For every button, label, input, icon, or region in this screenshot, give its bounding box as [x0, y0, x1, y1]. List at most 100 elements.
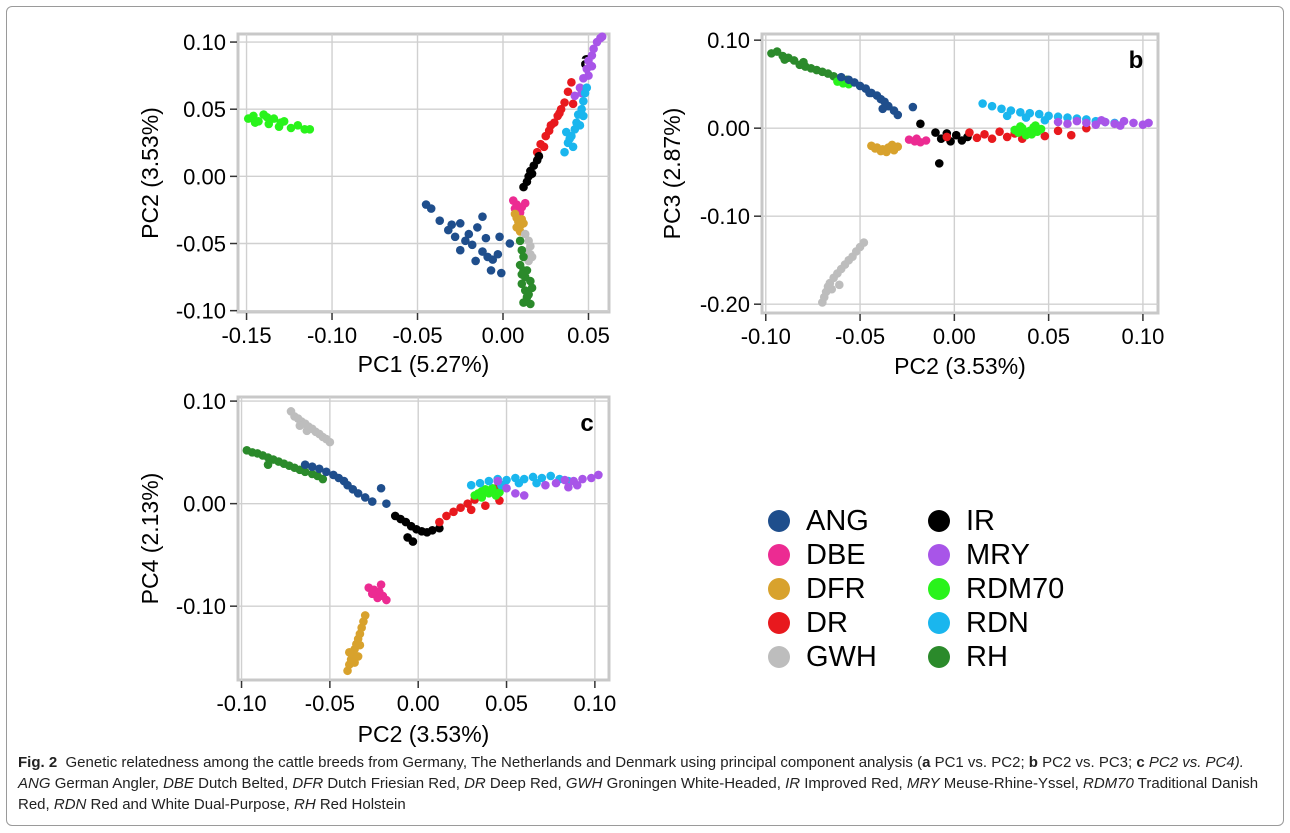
x-tick-label: 0.00: [397, 691, 440, 716]
data-point: [1053, 126, 1063, 136]
plot-area: [236, 32, 611, 314]
data-point: [1063, 113, 1072, 122]
legend-label-dfr: DFR: [806, 573, 866, 605]
data-point: [305, 125, 315, 134]
data-point: [449, 507, 458, 517]
data-point: [575, 121, 585, 130]
data-point: [579, 96, 588, 106]
data-point: [360, 611, 370, 620]
data-point: [477, 493, 487, 502]
data-point: [560, 147, 569, 157]
data-point: [466, 505, 476, 515]
legend-dot-mry: [928, 544, 950, 566]
data-point: [587, 51, 597, 60]
panel-letter: c: [580, 410, 593, 437]
data-point: [537, 473, 547, 483]
caption-abbr-name: Deep Red,: [489, 775, 562, 792]
legend-label-dr: DR: [806, 607, 848, 639]
series-gwh: [286, 407, 335, 447]
caption-abbr-code: DFR: [292, 775, 324, 792]
data-point: [526, 276, 535, 286]
data-point: [249, 111, 258, 121]
data-point: [587, 473, 596, 483]
data-point: [870, 144, 880, 153]
data-point: [519, 491, 529, 500]
caption-abbr-name: German Angler,: [54, 775, 159, 792]
data-point: [519, 219, 528, 228]
data-point: [912, 134, 921, 144]
caption-abbr-code: GWH: [565, 775, 603, 792]
data-point: [887, 140, 897, 150]
legend-dot-ir: [928, 510, 950, 532]
y-tick-label: -0.20: [700, 292, 750, 317]
data-point: [572, 480, 582, 490]
x-tick-label: -0.10: [741, 324, 791, 349]
y-axis-label: PC3 (2.87%): [659, 108, 685, 240]
data-point: [1040, 115, 1050, 125]
caption-abbr-code: DBE: [163, 775, 194, 792]
data-point: [408, 537, 418, 546]
data-point: [878, 104, 887, 114]
y-tick-label: 0.00: [183, 492, 226, 517]
series-rdm70: [470, 483, 504, 502]
data-point: [461, 236, 470, 246]
caption-text-a: PC1 vs. PC2;: [930, 754, 1029, 771]
legend-label-dbe: DBE: [806, 539, 866, 571]
legend-dot-rh: [928, 646, 950, 668]
data-point: [495, 488, 504, 497]
panel-letter: b: [1129, 47, 1144, 74]
data-point: [276, 118, 286, 127]
x-tick-label: 0.00: [482, 323, 525, 348]
x-tick-label: 0.10: [573, 691, 616, 716]
data-point: [594, 470, 603, 480]
data-point: [560, 98, 569, 107]
series-rh: [515, 236, 537, 309]
data-point: [1115, 121, 1125, 130]
plot-area: [236, 395, 611, 682]
caption-c: c: [1136, 754, 1145, 771]
legend-dot-rdm70: [928, 578, 950, 600]
data-point: [295, 421, 305, 431]
data-point: [464, 229, 474, 239]
data-point: [496, 268, 506, 278]
data-point: [921, 136, 931, 145]
data-point: [428, 525, 437, 535]
legend-item-ir: IR: [928, 504, 995, 538]
legend-dot-ang: [768, 510, 790, 532]
data-point: [514, 478, 524, 488]
data-point: [502, 483, 511, 493]
caption-abbr-name: Red Holstein: [319, 796, 406, 813]
data-point: [597, 32, 607, 41]
data-point: [455, 245, 465, 255]
caption-abbr-code: RDN: [53, 796, 87, 813]
data-point: [353, 489, 363, 498]
data-point: [481, 501, 490, 510]
data-point: [481, 233, 491, 243]
data-point: [527, 169, 537, 178]
series-rdm70: [243, 110, 315, 134]
data-point: [587, 61, 597, 71]
data-point: [934, 159, 944, 168]
scatter-panel-b: -0.10 -0.05 0.00 0.05 0.10 -0.20 -0.10 0.00 0.10…: [659, 28, 1164, 379]
data-point: [382, 595, 391, 605]
data-point: [835, 280, 844, 290]
data-point: [505, 239, 515, 248]
data-point: [780, 55, 789, 64]
caption-abbr-name: Dutch Belted,: [198, 775, 289, 792]
legend-item-rh: RH: [928, 640, 1008, 674]
data-point: [570, 91, 580, 101]
data-point: [455, 219, 465, 228]
series-dfr: [343, 611, 370, 676]
data-point: [1144, 118, 1153, 128]
data-point: [517, 279, 527, 289]
data-point: [865, 88, 874, 98]
y-tick-label: 0.00: [707, 116, 750, 141]
data-point: [965, 128, 974, 137]
scatter-panel-c: -0.10 -0.05 0.00 0.05 0.10 -0.10 0.00 0.10 PC2 (…: [137, 389, 616, 747]
legend-item-ang: ANG: [768, 504, 869, 538]
data-point: [435, 523, 444, 533]
data-point: [931, 128, 940, 137]
data-point: [1031, 121, 1040, 130]
caption-abbr-code: RDM70: [1083, 775, 1134, 792]
data-point: [799, 57, 808, 67]
